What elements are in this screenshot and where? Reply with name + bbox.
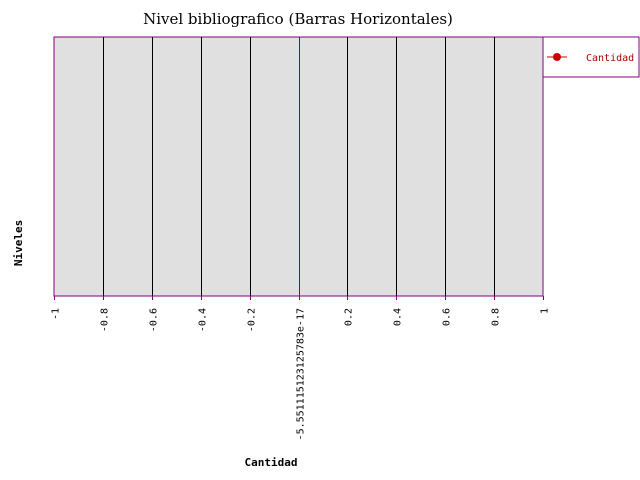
x-tick-label: 1: [540, 308, 551, 314]
x-tick-label: -1: [51, 308, 62, 320]
x-tick-label: -5.551115123125783e-17: [296, 308, 307, 440]
x-axis-title: Cantidad: [245, 456, 298, 469]
chart-title: Nivel bibliografico (Barras Horizontales…: [143, 10, 453, 28]
legend-label: Cantidad: [586, 53, 634, 64]
gridlines: [103, 37, 495, 296]
x-axis: -1 -0.8 -0.6 -0.4 -0.2 -5.551115123125783e-17…: [51, 296, 551, 440]
x-tick-label: 0.2: [344, 308, 355, 326]
x-tick-label: -0.8: [100, 308, 111, 332]
x-tick-label: 0.8: [491, 308, 502, 326]
x-tick-label: -0.6: [149, 308, 160, 332]
legend: Cantidad: [542, 36, 640, 78]
x-tick-label: -0.4: [198, 308, 209, 332]
x-tick-label: 0.6: [442, 308, 453, 326]
plot-area: [53, 36, 544, 297]
y-axis-title: Niveles: [12, 220, 25, 266]
x-tick-label: -0.2: [247, 308, 258, 332]
legend-marker: [553, 53, 561, 61]
x-tick-label: 0.4: [393, 308, 404, 326]
